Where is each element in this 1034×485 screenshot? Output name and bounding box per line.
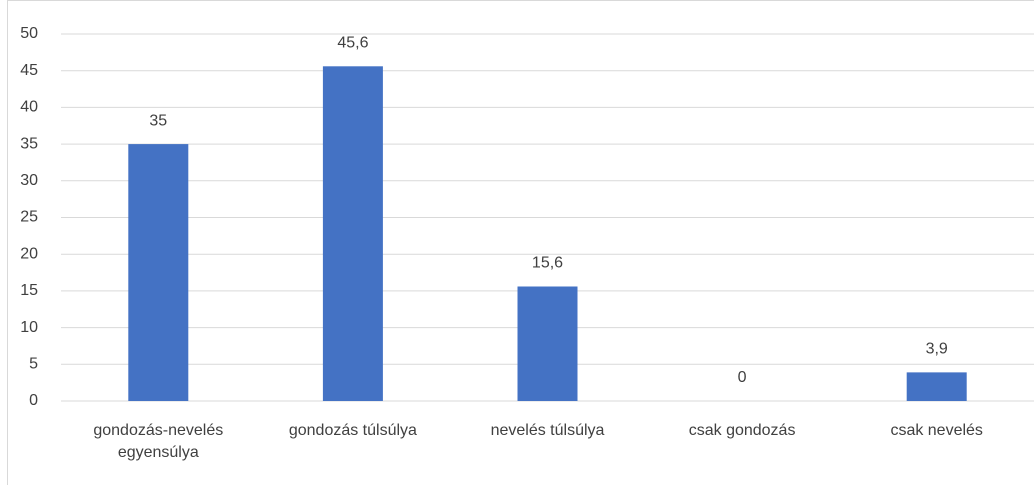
y-tick-label: 25: [20, 209, 38, 226]
y-tick-label: 40: [20, 99, 38, 116]
y-tick-label: 0: [29, 392, 38, 409]
y-tick-label: 20: [20, 245, 38, 262]
y-tick-label: 30: [20, 172, 38, 189]
bar: [128, 144, 189, 401]
data-label: 35: [149, 112, 167, 129]
data-label: 45,6: [337, 35, 368, 52]
x-tick-label: gondozás-nevelés egyensúlya: [93, 422, 224, 461]
x-tick-label: gondozás túlsúlya: [288, 422, 417, 439]
data-label: 0: [738, 369, 747, 386]
data-label: 15,6: [532, 255, 563, 272]
y-tick-label: 45: [20, 62, 38, 79]
y-tick-label: 50: [20, 25, 38, 42]
y-tick-label: 15: [20, 282, 38, 299]
bar: [906, 372, 967, 401]
y-tick-label: 5: [29, 356, 38, 373]
bar: [517, 286, 578, 401]
y-tick-label: 10: [20, 319, 38, 336]
chart-border: [7, 0, 1034, 485]
x-tick-label: csak gondozás: [688, 422, 796, 439]
x-tick-label: nevelés túlsúlya: [490, 422, 605, 439]
y-tick-label: 35: [20, 135, 38, 152]
bar: [322, 66, 383, 402]
x-tick-label: csak nevelés: [890, 422, 983, 439]
data-label: 3,9: [926, 341, 948, 358]
